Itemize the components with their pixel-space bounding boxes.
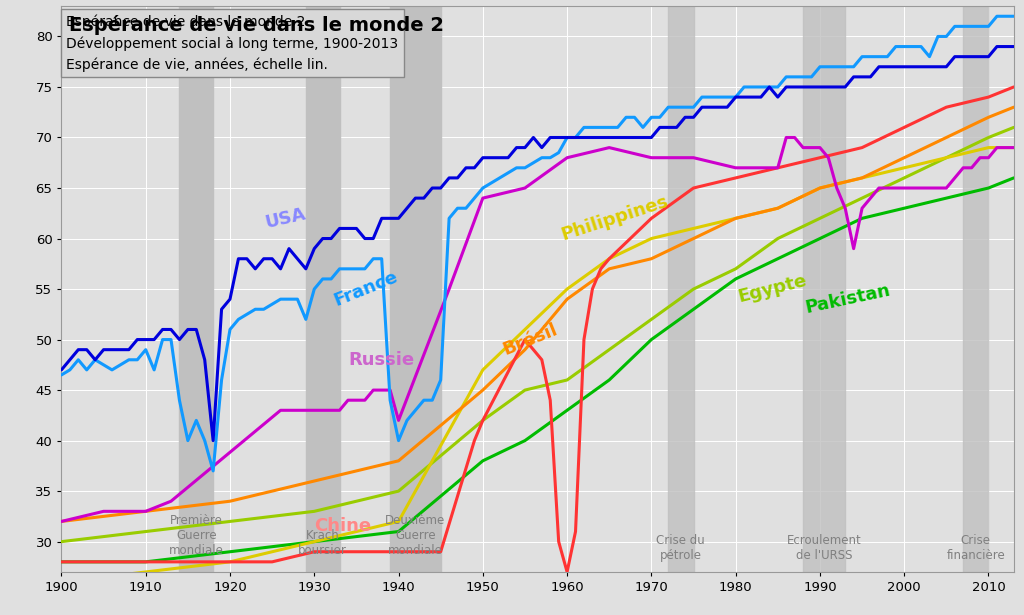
Text: Ecroulement
de l'URSS: Ecroulement de l'URSS (786, 534, 861, 562)
Text: Brésil: Brésil (500, 320, 560, 359)
Text: Crise du
pétrole: Crise du pétrole (656, 534, 706, 562)
Text: Krach
boursier: Krach boursier (298, 529, 347, 557)
Text: USA: USA (264, 205, 308, 232)
Bar (179, 6, 213, 572)
Text: Première
Guerre
mondiale: Première Guerre mondiale (169, 514, 223, 557)
Text: France: France (331, 268, 400, 310)
Text: Chine: Chine (314, 517, 372, 536)
Text: Egypte: Egypte (735, 272, 808, 306)
Text: Deuxième
Guerre
mondiale: Deuxième Guerre mondiale (385, 514, 445, 557)
Bar (306, 6, 340, 572)
Text: Crise
financière: Crise financière (946, 534, 1006, 562)
Text: Pakistan: Pakistan (803, 281, 892, 317)
Text: Philippines: Philippines (559, 192, 671, 244)
Text: Espérance de vie dans le monde 2: Espérance de vie dans le monde 2 (69, 15, 444, 34)
Text: Espérance de vie dans le monde 2
Développement social à long terme, 1900-2013
Es: Espérance de vie dans le monde 2 Dévelop… (67, 15, 398, 72)
Bar (669, 6, 693, 572)
Text: Russie: Russie (348, 351, 414, 369)
Bar (964, 6, 988, 572)
Bar (803, 6, 845, 572)
Bar (390, 6, 440, 572)
